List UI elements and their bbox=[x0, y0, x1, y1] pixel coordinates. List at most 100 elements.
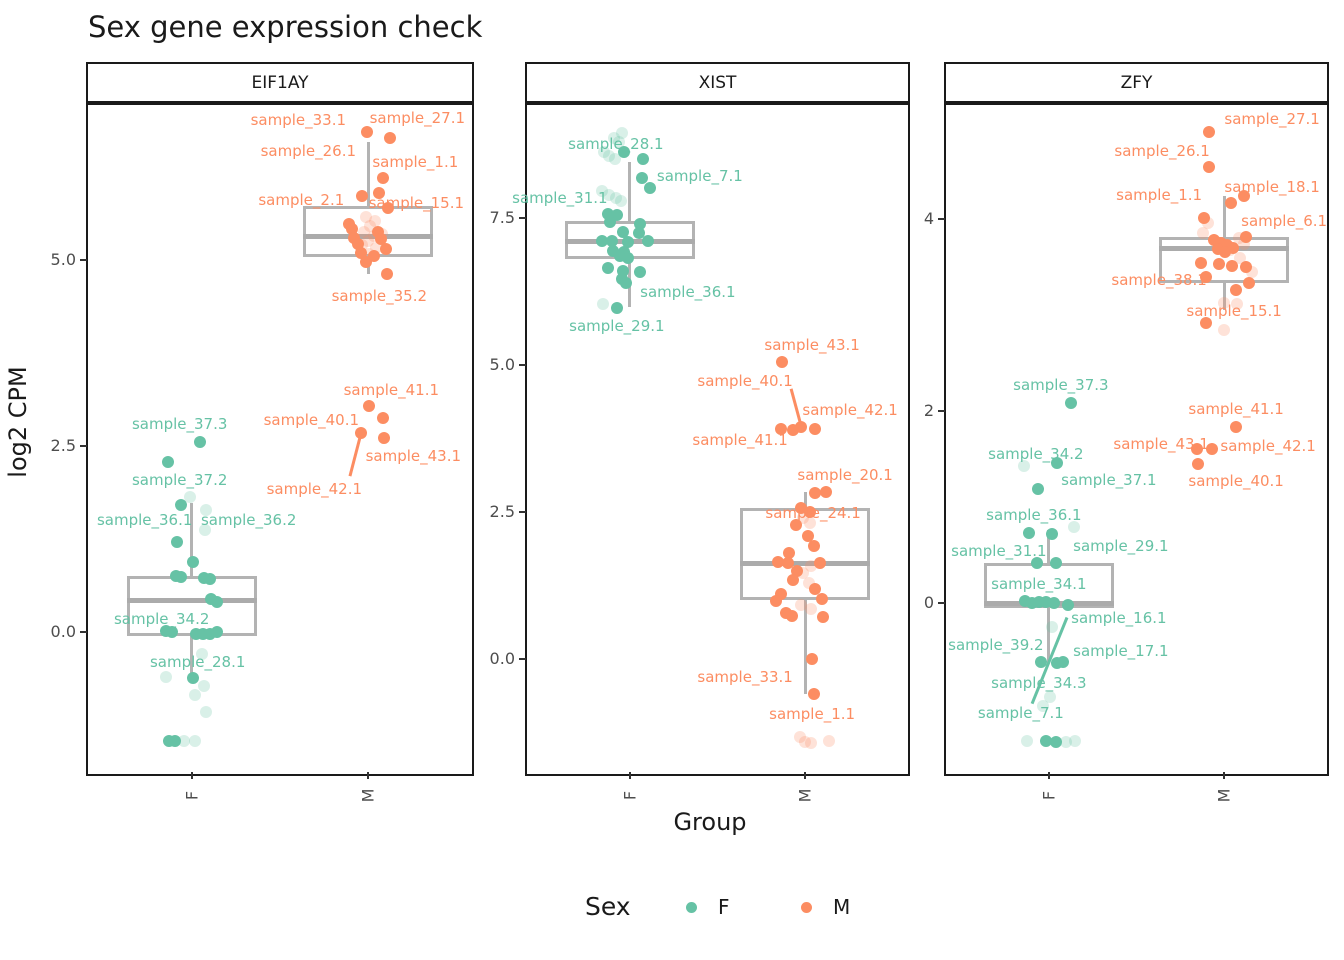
jitter-point bbox=[375, 233, 388, 246]
sample-label: sample_26.1 bbox=[260, 142, 357, 161]
jitter-point bbox=[174, 571, 187, 584]
jitter-point bbox=[1200, 270, 1213, 283]
jitter-point bbox=[601, 262, 614, 275]
y-tick-mark bbox=[519, 364, 526, 367]
jitter-point-pale bbox=[609, 191, 622, 204]
x-tick-mark bbox=[628, 772, 631, 779]
sample-label: sample_40.1 bbox=[697, 372, 793, 391]
jitter-point bbox=[806, 653, 819, 666]
sample-label: sample_34.2 bbox=[113, 609, 210, 628]
facet-strip: XIST bbox=[525, 62, 910, 103]
sample-label: sample_16.1 bbox=[1071, 609, 1167, 628]
box-whisker bbox=[803, 492, 807, 509]
sample-label: sample_15.1 bbox=[1186, 302, 1282, 321]
jitter-point-pale bbox=[804, 516, 817, 529]
jitter-point bbox=[1240, 231, 1253, 244]
jitter-point bbox=[1022, 527, 1035, 539]
jitter-point-pale bbox=[199, 504, 212, 517]
sample-label: sample_6.1 bbox=[1241, 212, 1328, 231]
jitter-point bbox=[360, 255, 373, 268]
sample-label: sample_36.1 bbox=[96, 511, 193, 530]
jitter-point bbox=[1056, 655, 1069, 668]
x-tick-mark bbox=[367, 772, 370, 779]
jitter-point bbox=[776, 356, 789, 369]
jitter-point bbox=[1031, 482, 1044, 495]
jitter-point bbox=[816, 593, 829, 606]
box-whisker bbox=[803, 600, 807, 695]
jitter-point bbox=[1230, 284, 1243, 297]
jitter-point bbox=[619, 276, 632, 289]
jitter-point bbox=[1203, 125, 1216, 138]
legend-title: Sex bbox=[585, 892, 631, 921]
jitter-point-pale bbox=[608, 153, 621, 166]
jitter-point-pale bbox=[1036, 699, 1049, 712]
sample-label: sample_36.1 bbox=[640, 283, 736, 302]
x-tick-label: F bbox=[182, 790, 202, 801]
y-tick-mark bbox=[80, 445, 87, 448]
jitter-point-pale bbox=[1218, 296, 1231, 309]
jitter-point-pale bbox=[602, 150, 615, 163]
jitter-point bbox=[808, 688, 821, 701]
jitter-point-pale bbox=[362, 234, 375, 247]
jitter-point-pale bbox=[1234, 251, 1247, 264]
sample-label: sample_15.1 bbox=[368, 194, 465, 213]
jitter-point bbox=[1191, 442, 1204, 455]
sample-label: sample_38.1 bbox=[1111, 270, 1207, 289]
y-tick-label: 0 bbox=[923, 593, 934, 613]
jitter-point bbox=[641, 235, 654, 248]
jitter-point-pale bbox=[188, 689, 201, 702]
jitter-point bbox=[820, 486, 833, 499]
y-tick-label: 5.0 bbox=[489, 355, 515, 375]
sample-label: sample_1.1 bbox=[372, 152, 459, 171]
jitter-point bbox=[802, 529, 815, 542]
jitter-point bbox=[616, 225, 629, 238]
jitter-point-pale bbox=[602, 188, 615, 201]
sample-label: sample_37.2 bbox=[131, 471, 228, 490]
sample-label: sample_34.3 bbox=[991, 673, 1087, 692]
jitter-point bbox=[186, 672, 199, 685]
y-tick-mark bbox=[519, 511, 526, 514]
jitter-point bbox=[610, 302, 623, 315]
sample-label: sample_37.1 bbox=[1061, 471, 1157, 490]
jitter-point bbox=[356, 190, 369, 203]
jitter-point bbox=[804, 506, 817, 519]
jitter-point-pale bbox=[612, 135, 625, 148]
jitter-point-pale bbox=[805, 737, 818, 750]
jitter-point-pale bbox=[195, 648, 208, 661]
jitter-point-pale bbox=[1068, 735, 1081, 748]
y-tick-label: 5.0 bbox=[50, 250, 76, 270]
jitter-point-pale bbox=[197, 680, 210, 693]
jitter-point-pale bbox=[1218, 324, 1231, 337]
chart-title: Sex gene expression check bbox=[88, 10, 483, 44]
jitter-point bbox=[790, 519, 803, 532]
jitter-point bbox=[809, 582, 822, 595]
jitter-point bbox=[193, 436, 206, 449]
y-tick-mark bbox=[80, 631, 87, 634]
jitter-point bbox=[1230, 421, 1243, 434]
jitter-point-pale bbox=[1197, 226, 1210, 239]
sample-label: sample_24.1 bbox=[765, 503, 861, 522]
sample-label: sample_40.1 bbox=[1188, 472, 1284, 491]
y-tick-label: 4 bbox=[923, 209, 934, 229]
sample-label: sample_40.1 bbox=[263, 411, 360, 429]
facet-strip: ZFY bbox=[944, 62, 1329, 103]
jitter-point bbox=[1198, 212, 1211, 225]
sample-label: sample_33.1 bbox=[250, 111, 347, 130]
jitter-point-pale bbox=[358, 225, 371, 238]
legend-swatch-f-icon bbox=[686, 902, 697, 913]
x-tick-label: F bbox=[1039, 790, 1059, 801]
sample-label: sample_43.1 bbox=[1113, 434, 1209, 453]
jitter-point-pale bbox=[794, 731, 807, 744]
jitter-point-pale bbox=[1067, 521, 1080, 534]
facet-panel bbox=[944, 103, 1329, 776]
x-tick-mark bbox=[1047, 772, 1050, 779]
jitter-point bbox=[1243, 277, 1256, 290]
sample-label: sample_39.2 bbox=[948, 636, 1044, 655]
jitter-point bbox=[617, 146, 630, 159]
jitter-point-pale bbox=[369, 215, 382, 228]
jitter-point-pale bbox=[607, 132, 620, 145]
jitter-point bbox=[203, 572, 216, 585]
sample-label: sample_28.1 bbox=[149, 652, 246, 671]
sample-label: sample_20.1 bbox=[797, 465, 893, 484]
jitter-point bbox=[382, 201, 395, 214]
